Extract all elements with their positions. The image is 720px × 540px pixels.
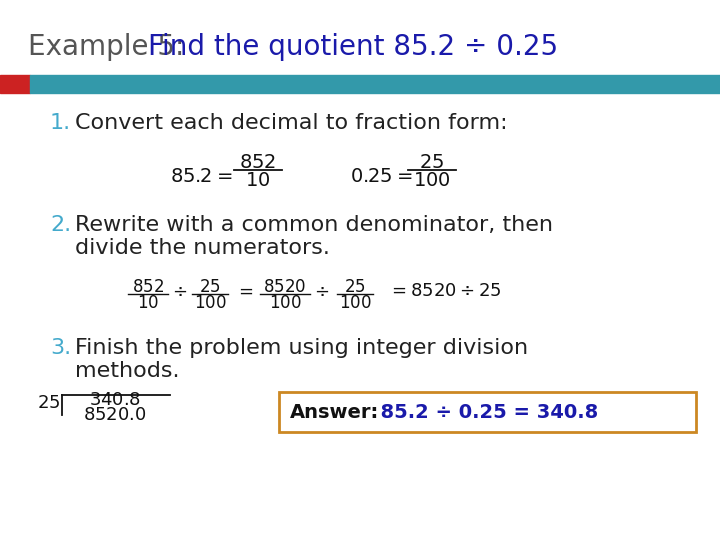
Text: Find the quotient 85.2 ÷ 0.25: Find the quotient 85.2 ÷ 0.25 <box>148 33 558 61</box>
Text: 85.2 ÷ 0.25 = 340.8: 85.2 ÷ 0.25 = 340.8 <box>367 402 598 422</box>
Text: $340.8$: $340.8$ <box>89 391 141 409</box>
Text: Answer:: Answer: <box>290 402 379 422</box>
Text: $\div$: $\div$ <box>315 282 330 300</box>
Text: $8520.0$: $8520.0$ <box>84 406 147 424</box>
Text: 2.: 2. <box>50 215 71 235</box>
FancyBboxPatch shape <box>279 392 696 432</box>
Text: $100$: $100$ <box>338 294 372 312</box>
Text: methods.: methods. <box>75 361 179 381</box>
Bar <box>0 75 30 93</box>
Text: Rewrite with a common denominator, then: Rewrite with a common denominator, then <box>75 215 553 235</box>
Text: $100$: $100$ <box>194 294 226 312</box>
Text: $=8520\div25$: $=8520\div25$ <box>388 282 501 300</box>
Text: $100$: $100$ <box>413 172 451 191</box>
Text: $25$: $25$ <box>37 394 60 412</box>
Text: $852$: $852$ <box>240 152 276 172</box>
Text: Finish the problem using integer division: Finish the problem using integer divisio… <box>75 338 528 358</box>
Text: $25$: $25$ <box>420 152 444 172</box>
Text: 3.: 3. <box>50 338 71 358</box>
Bar <box>30 75 720 93</box>
Text: $0.25=$: $0.25=$ <box>350 167 413 186</box>
Text: 1.: 1. <box>50 113 71 133</box>
Text: $10$: $10$ <box>137 294 159 312</box>
Text: $852$: $852$ <box>132 278 164 296</box>
Text: $\div$: $\div$ <box>172 282 188 300</box>
Text: $=$: $=$ <box>235 282 253 300</box>
Text: Example 5:: Example 5: <box>28 33 193 61</box>
Text: $10$: $10$ <box>246 172 271 191</box>
Text: Convert each decimal to fraction form:: Convert each decimal to fraction form: <box>75 113 508 133</box>
Text: $100$: $100$ <box>269 294 301 312</box>
Text: $25$: $25$ <box>344 278 366 296</box>
Text: $8520$: $8520$ <box>264 278 307 296</box>
Text: $85.2=$: $85.2=$ <box>170 167 233 186</box>
Text: $25$: $25$ <box>199 278 221 296</box>
Text: divide the numerators.: divide the numerators. <box>75 238 330 258</box>
